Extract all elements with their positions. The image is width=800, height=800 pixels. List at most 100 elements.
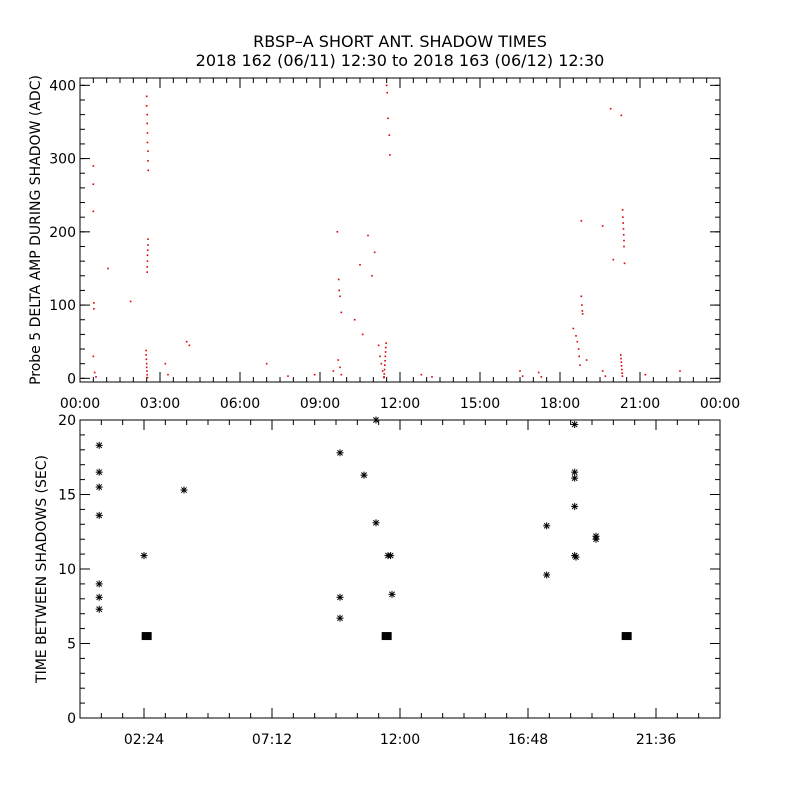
- panel1-x-tick-label: 21:00: [620, 396, 660, 412]
- panel1-y-tick-label: 300: [49, 152, 76, 168]
- panel2-asterisk-point: [571, 474, 579, 482]
- panel1-data-point: [340, 311, 343, 314]
- asterisk-stroke: [543, 522, 550, 529]
- panel2-asterisk-point: [95, 593, 103, 601]
- panel1-data-point: [129, 300, 132, 303]
- panel1-data-point: [622, 222, 624, 224]
- panel1-data-point: [622, 228, 625, 230]
- panel1-data-point: [420, 373, 423, 376]
- panel1-data-point: [379, 355, 381, 358]
- panel1-x-tick-label: 12:00: [380, 396, 420, 412]
- panel1-data-point: [188, 344, 191, 347]
- panel1-data-point: [147, 150, 149, 153]
- panel1-data-point: [384, 355, 387, 358]
- panel1-data-point: [620, 365, 623, 367]
- panel2-square-marker: [141, 632, 152, 641]
- panel1-data-point: [431, 376, 433, 378]
- panel1-data-point: [623, 239, 625, 242]
- panel2-asterisk-point: [592, 535, 600, 543]
- asterisk-stroke: [181, 487, 187, 493]
- panel1-data-point: [381, 370, 384, 372]
- panel2-asterisk-point: [360, 471, 368, 479]
- asterisk-stroke: [96, 606, 103, 613]
- panel2-asterisk-point: [543, 571, 551, 579]
- panel1-data-point: [332, 370, 335, 372]
- asterisk-stroke: [96, 594, 103, 601]
- asterisk-stroke: [543, 572, 550, 578]
- panel1-data-point: [620, 114, 623, 117]
- panel1-data-point: [601, 370, 604, 372]
- panel1-data-point: [145, 354, 147, 356]
- panel1-data-point: [540, 376, 543, 378]
- panel1-data-point: [146, 373, 148, 376]
- panel1-data-point: [579, 364, 581, 366]
- asterisk-stroke: [96, 580, 103, 587]
- panel1-y-tick-label: 100: [49, 298, 76, 314]
- asterisk-stroke: [337, 615, 343, 622]
- panel1-data-point: [147, 169, 150, 172]
- panel1-data-point: [380, 362, 383, 365]
- panel1-data-point: [585, 359, 588, 361]
- panel1-x-tick-label: 00:00: [700, 396, 740, 412]
- panel1-data-point: [612, 258, 615, 261]
- panel1-data-point: [147, 159, 149, 162]
- panel1-data-point: [145, 362, 148, 365]
- panel1-data-point: [146, 271, 148, 273]
- panel2-asterisk-point: [571, 502, 579, 510]
- panel1-data-point: [146, 141, 149, 144]
- panel2-y-tick-label: 15: [58, 488, 76, 504]
- asterisk-stroke: [96, 512, 103, 519]
- panel1-data-point: [145, 349, 147, 352]
- panel2-x-tick-label: 21:36: [636, 732, 676, 748]
- panel1-data-point: [384, 359, 386, 362]
- panel1-data-point: [519, 370, 521, 372]
- panel2-asterisk-point: [180, 486, 188, 494]
- panel1-data-point: [580, 220, 583, 222]
- panel1-data-point: [92, 210, 95, 213]
- panel1-data-point: [601, 225, 604, 227]
- panel2-asterisk-point: [95, 605, 103, 613]
- asterisk-stroke: [373, 519, 379, 526]
- panel1-x-tick-label: 06:00: [220, 396, 260, 412]
- asterisk-stroke: [387, 552, 394, 559]
- panel1-data-point: [93, 371, 96, 374]
- panel1-data-point: [521, 375, 524, 377]
- panel1-data-point: [146, 132, 149, 134]
- panel1-x-tick-label: 15:00: [460, 396, 500, 412]
- panel1-data-point: [337, 278, 340, 281]
- panel1-data-point: [621, 372, 623, 375]
- panel1-data-point: [92, 355, 95, 358]
- chart-title-line2: 2018 162 (06/11) 12:30 to 2018 163 (06/1…: [195, 51, 605, 70]
- panel1-data-point: [575, 335, 577, 337]
- panel2-plot-frame: [79, 419, 721, 719]
- panel1-data-point: [576, 340, 579, 343]
- panel1-data-point: [580, 295, 583, 298]
- panel1-x-tick-label: 09:00: [300, 396, 340, 412]
- panel1-data-point: [145, 366, 148, 369]
- panel2-y-tick-label: 5: [67, 637, 76, 653]
- panel1-data-point: [146, 376, 149, 379]
- panel2-y-tick-label: 0: [67, 711, 76, 727]
- panel1-data-point: [389, 154, 391, 156]
- panel2-x-tick-label: 07:12: [252, 732, 292, 748]
- panel2-asterisk-point: [572, 553, 580, 561]
- panel2-asterisk-point: [336, 614, 344, 622]
- panel2-asterisk-point: [95, 468, 103, 476]
- asterisk-stroke: [96, 442, 103, 449]
- panel1-data-point: [147, 244, 149, 246]
- panel2-square-marker: [381, 632, 392, 641]
- panel1-data-point: [145, 105, 148, 107]
- panel1-data-point: [164, 362, 167, 365]
- asterisk-stroke: [389, 591, 395, 598]
- panel1-data-point: [337, 359, 339, 361]
- chart-title-line1: RBSP–A SHORT ANT. SHADOW TIMES: [253, 32, 547, 51]
- panel1-data-point: [384, 351, 387, 353]
- panel1-data-point: [145, 358, 148, 361]
- panel2-y-tick-label: 10: [58, 562, 76, 578]
- panel1-data-point: [383, 376, 385, 379]
- panel1-data-point: [383, 373, 386, 375]
- panel1-data-point: [644, 373, 647, 376]
- panel1-data-point: [367, 234, 369, 237]
- panel1-data-point: [620, 354, 622, 356]
- panel2-asterisk-point: [571, 468, 579, 476]
